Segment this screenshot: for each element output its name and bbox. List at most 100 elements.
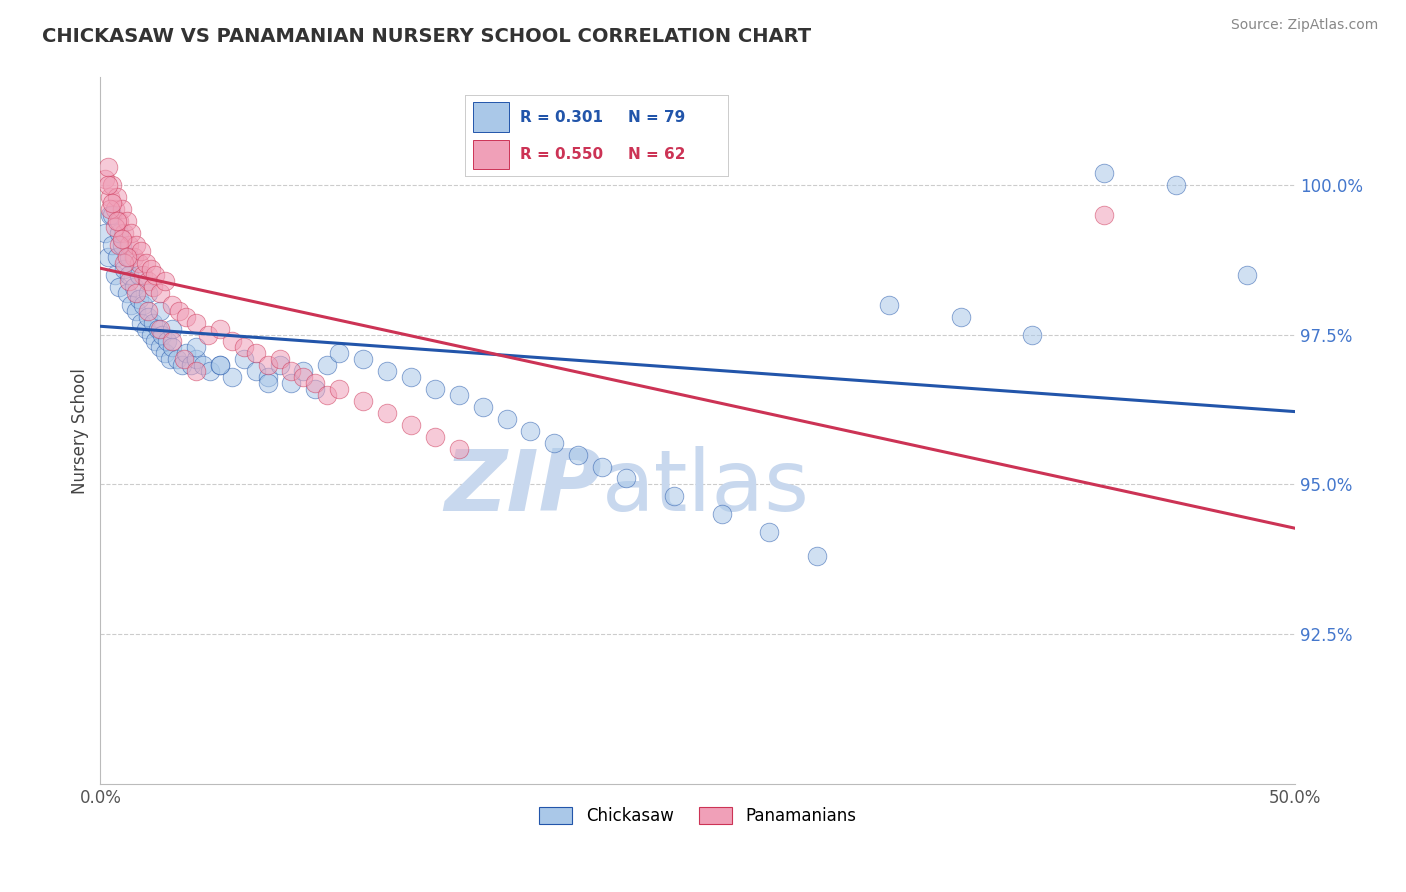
Point	[328, 382, 350, 396]
Point	[108, 280, 131, 294]
Point	[1021, 327, 1043, 342]
Point	[149, 285, 172, 300]
Point	[132, 268, 155, 282]
Point	[447, 442, 470, 456]
Point	[184, 351, 207, 366]
Text: Source: ZipAtlas.com: Source: ZipAtlas.com	[1230, 18, 1378, 32]
Point	[1092, 208, 1115, 222]
Point	[1236, 268, 1258, 282]
Point	[111, 238, 134, 252]
Point	[125, 304, 148, 318]
Point	[101, 196, 124, 211]
Point	[949, 310, 972, 324]
Point	[352, 351, 374, 366]
Point	[160, 298, 183, 312]
Point	[710, 508, 733, 522]
Point	[160, 334, 183, 348]
Point	[304, 382, 326, 396]
Point	[245, 364, 267, 378]
Point	[184, 364, 207, 378]
Point	[280, 376, 302, 390]
Point	[245, 345, 267, 359]
Point	[180, 358, 202, 372]
Point	[96, 250, 118, 264]
Point	[375, 406, 398, 420]
Point	[256, 369, 278, 384]
Point	[118, 238, 141, 252]
Point	[111, 232, 134, 246]
Point	[98, 190, 121, 204]
Point	[292, 364, 315, 378]
Point	[101, 208, 124, 222]
Point	[167, 304, 190, 318]
Point	[170, 358, 193, 372]
Point	[115, 214, 138, 228]
Point	[591, 459, 613, 474]
Point	[423, 382, 446, 396]
Point	[128, 292, 150, 306]
Point	[375, 364, 398, 378]
Point	[160, 322, 183, 336]
Y-axis label: Nursery School: Nursery School	[72, 368, 89, 493]
Point	[149, 322, 172, 336]
Point	[129, 244, 152, 258]
Point	[98, 202, 121, 216]
Point	[292, 369, 315, 384]
Point	[128, 268, 150, 282]
Point	[136, 304, 159, 318]
Point	[149, 340, 172, 354]
Point	[208, 358, 231, 372]
Point	[96, 160, 118, 174]
Point	[112, 226, 135, 240]
Point	[105, 190, 128, 204]
Point	[139, 327, 162, 342]
Point	[135, 256, 157, 270]
Point	[143, 268, 166, 282]
Point	[160, 340, 183, 354]
Point	[136, 310, 159, 324]
Point	[208, 358, 231, 372]
Point	[232, 340, 254, 354]
Point	[1164, 178, 1187, 193]
Point	[94, 172, 117, 186]
Point	[122, 250, 145, 264]
Point	[328, 345, 350, 359]
Point	[153, 274, 176, 288]
Point	[806, 549, 828, 564]
Point	[221, 369, 243, 384]
Point	[208, 322, 231, 336]
Point	[111, 202, 134, 216]
Point	[447, 387, 470, 401]
Point	[142, 280, 165, 294]
Point	[471, 400, 494, 414]
Point	[256, 376, 278, 390]
Point	[108, 238, 131, 252]
Point	[105, 250, 128, 264]
Point	[136, 274, 159, 288]
Point	[495, 411, 517, 425]
Point	[399, 369, 422, 384]
Point	[184, 340, 207, 354]
Point	[125, 238, 148, 252]
Point	[166, 351, 188, 366]
Point	[142, 316, 165, 330]
Point	[399, 417, 422, 432]
Text: ZIP: ZIP	[444, 446, 602, 529]
Point	[132, 298, 155, 312]
Point	[104, 268, 127, 282]
Point	[129, 316, 152, 330]
Point	[159, 351, 181, 366]
Point	[96, 178, 118, 193]
Point	[1092, 166, 1115, 180]
Point	[143, 334, 166, 348]
Point	[280, 364, 302, 378]
Point	[125, 285, 148, 300]
Point	[567, 448, 589, 462]
Point	[146, 322, 169, 336]
Point	[115, 250, 138, 264]
Point	[232, 351, 254, 366]
Point	[94, 226, 117, 240]
Point	[152, 327, 174, 342]
Point	[122, 280, 145, 294]
Point	[256, 358, 278, 372]
